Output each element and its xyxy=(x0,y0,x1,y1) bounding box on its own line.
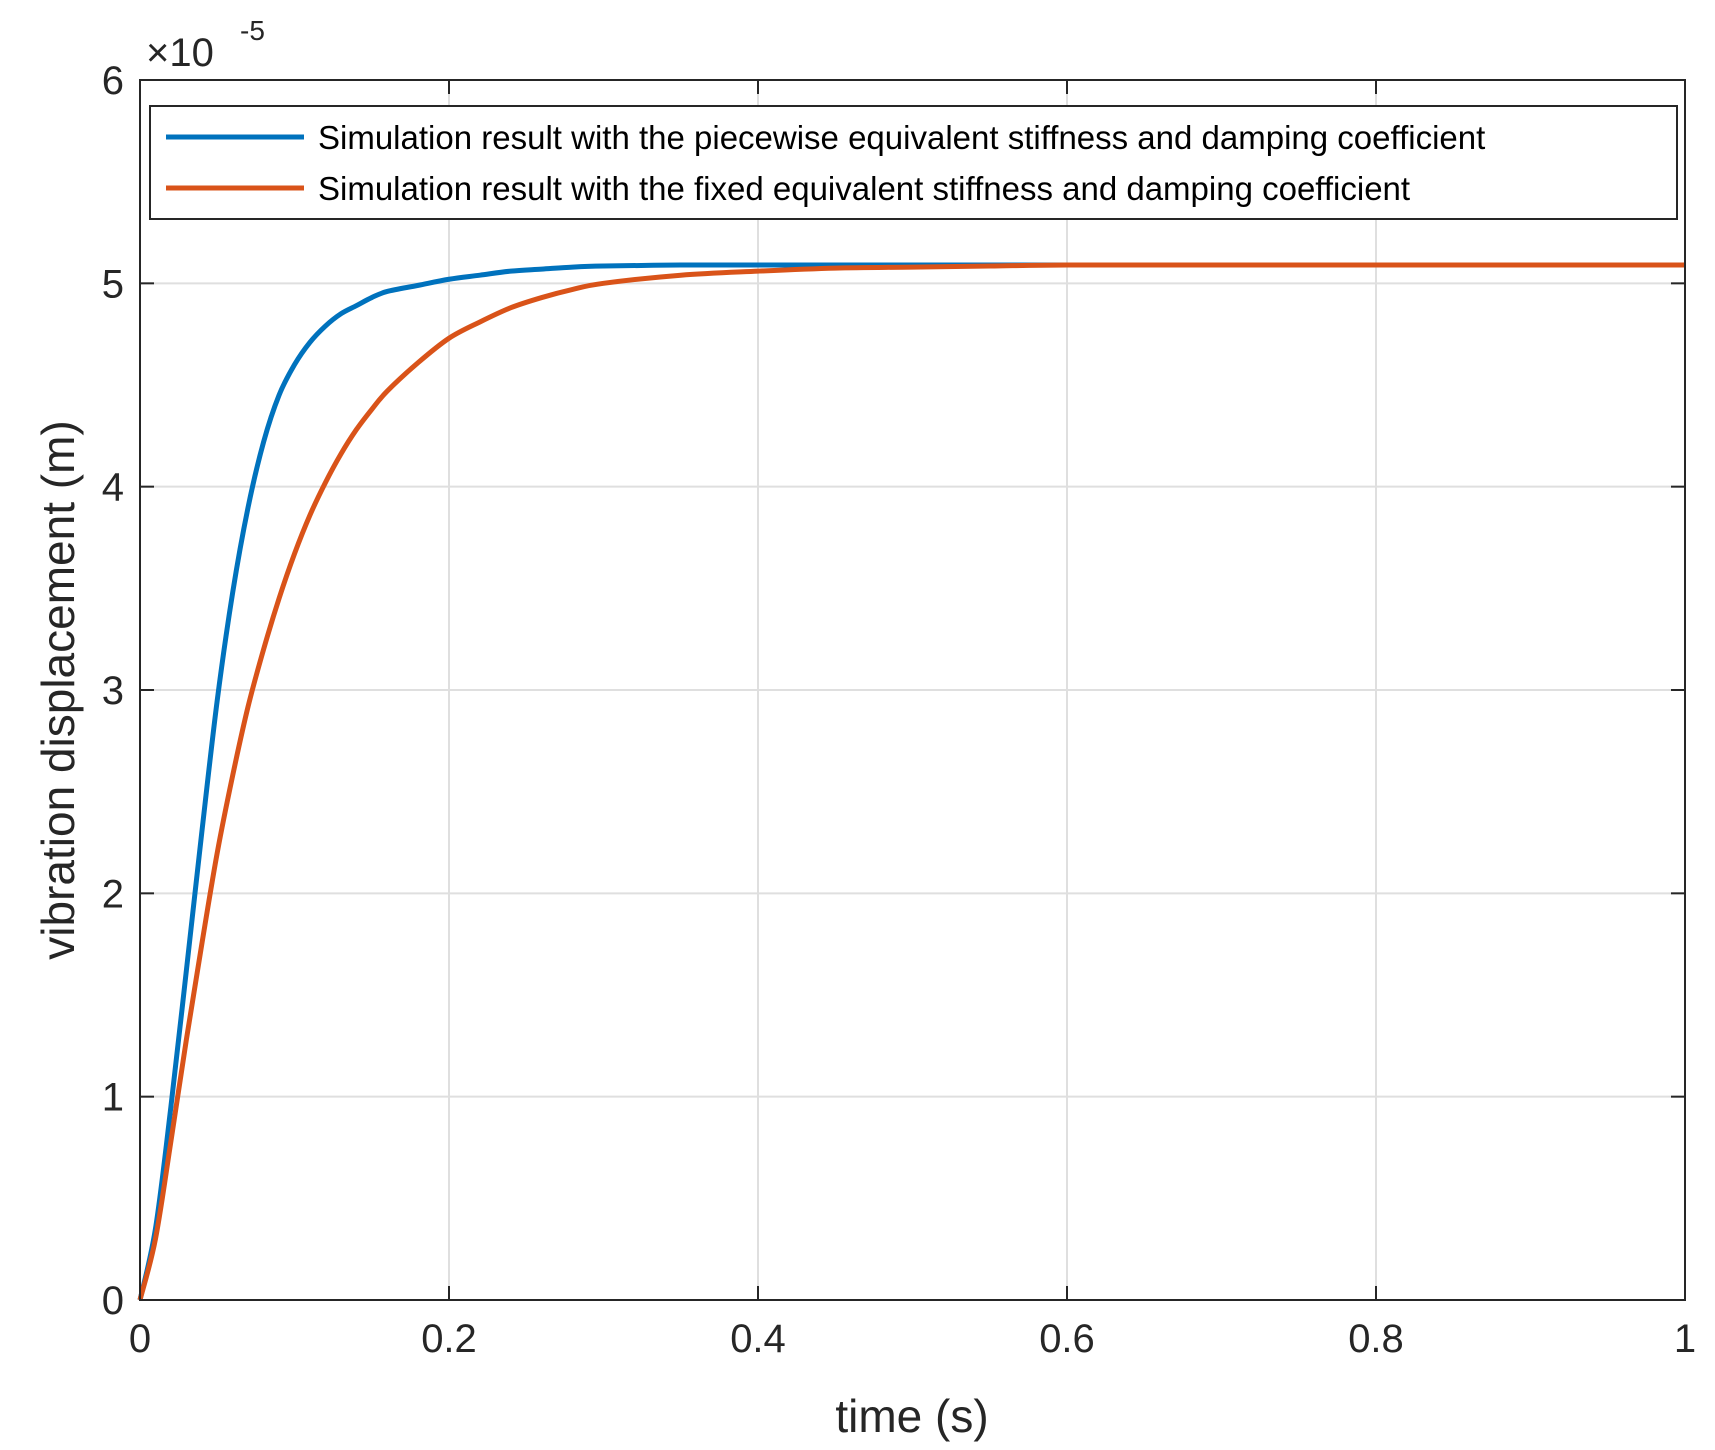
y-tick-label: 0 xyxy=(102,1279,124,1323)
series-line-fixed xyxy=(137,262,1685,1301)
grid-lines xyxy=(140,80,1685,1300)
x-tick-label: 0.2 xyxy=(421,1317,477,1361)
x-tick-label: 1 xyxy=(1674,1317,1696,1361)
y-tick-label: 5 xyxy=(102,262,124,306)
series-lines xyxy=(137,262,1685,1301)
tick-labels: 0 0.2 0.4 0.6 0.8 1 0 1 2 3 4 5 6 xyxy=(102,59,1696,1361)
x-axis-label: time (s) xyxy=(835,1390,988,1442)
y-multiplier-base: ×10 xyxy=(146,31,214,75)
axis-ticks xyxy=(139,79,1686,1301)
x-tick-label: 0.6 xyxy=(1039,1317,1095,1361)
legend-box xyxy=(149,105,1678,220)
y-tick-label: 2 xyxy=(102,872,124,916)
y-axis-label: vibration displacement (m) xyxy=(32,420,84,959)
x-tick-label: 0.4 xyxy=(730,1317,786,1361)
y-tick-label: 4 xyxy=(102,466,124,510)
legend-entry-fixed: Simulation result with the fixed equival… xyxy=(318,170,1410,207)
legend-entry-piecewise: Simulation result with the piecewise equ… xyxy=(318,119,1485,156)
y-multiplier-exponent: -5 xyxy=(240,15,265,46)
x-tick-label: 0 xyxy=(129,1317,151,1361)
y-tick-label: 3 xyxy=(102,669,124,713)
y-tick-label: 1 xyxy=(102,1076,124,1120)
x-tick-label: 0.8 xyxy=(1348,1317,1404,1361)
y-tick-label: 6 xyxy=(102,59,124,103)
legend: Simulation result with the piecewise equ… xyxy=(149,105,1678,220)
